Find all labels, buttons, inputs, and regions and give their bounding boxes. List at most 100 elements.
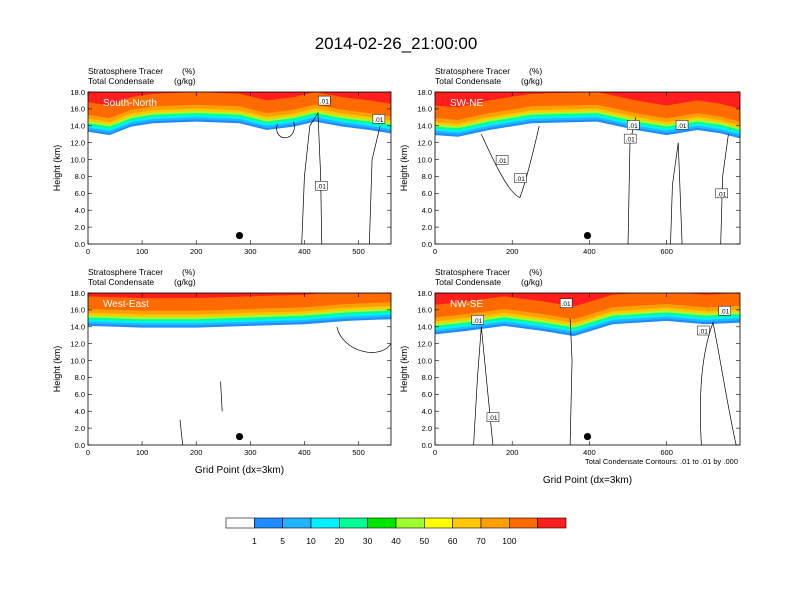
condensate-contour bbox=[481, 125, 540, 199]
contour-label-box bbox=[715, 188, 728, 199]
subtitle-condensate: Total Condensate bbox=[435, 76, 501, 86]
colorbar-label: 40 bbox=[391, 536, 401, 546]
y-tick-label: 8.0 bbox=[75, 172, 85, 181]
colorbar-swatch bbox=[339, 517, 368, 529]
x-tick-label: 0 bbox=[86, 448, 90, 457]
y-tick-label: 0.0 bbox=[422, 441, 432, 450]
panel-label: SW-NE bbox=[450, 98, 483, 109]
contour-label: .01 bbox=[516, 176, 525, 183]
contour-label: .01 bbox=[699, 329, 708, 336]
subtitle-tracer: Stratosphere Tracer bbox=[88, 267, 163, 277]
x-tick-label: 0 bbox=[433, 247, 437, 256]
condensate-contour bbox=[369, 125, 381, 244]
y-tick-label: 18.0 bbox=[70, 88, 85, 97]
colorbar-label: 10 bbox=[306, 536, 316, 546]
subtitle-tracer: Stratosphere Tracer bbox=[88, 66, 163, 76]
plot-area: .01 .01 .01 bbox=[88, 92, 391, 244]
condensate-contour bbox=[220, 381, 223, 412]
colorbar-swatch bbox=[225, 517, 255, 529]
colorbar-label: 30 bbox=[363, 536, 373, 546]
contour-note: Total Condensate Contours: .01 to .01 by… bbox=[585, 457, 738, 466]
y-tick-label: 4.0 bbox=[422, 206, 432, 215]
subtitle-condensate: Total Condensate bbox=[435, 277, 501, 287]
x-tick-label: 200 bbox=[506, 247, 519, 256]
y-tick-label: 14.0 bbox=[70, 323, 85, 332]
location-marker bbox=[235, 432, 244, 441]
location-marker bbox=[583, 231, 592, 240]
y-tick-label: 10.0 bbox=[417, 356, 432, 365]
y-axis-label: Height (km) bbox=[52, 346, 62, 393]
x-axis-label: Grid Point (dx=3km) bbox=[543, 475, 632, 486]
y-axis-label: Height (km) bbox=[399, 145, 409, 192]
contour-label-box bbox=[318, 95, 331, 106]
colorbar-label: 1 bbox=[252, 536, 257, 546]
y-tick-label: 16.0 bbox=[417, 306, 432, 315]
contour-label-box bbox=[627, 120, 640, 130]
colorbar-swatch bbox=[395, 517, 425, 529]
y-tick-label: 8.0 bbox=[422, 373, 432, 382]
contour-label: .01 bbox=[562, 301, 571, 308]
subtitle-condensate-unit: (g/kg) bbox=[174, 277, 196, 287]
tracer-band bbox=[88, 293, 391, 299]
contour-label-box bbox=[623, 133, 637, 144]
contour-label-box bbox=[471, 315, 484, 325]
condensate-contour bbox=[276, 121, 295, 138]
y-tick-label: 8.0 bbox=[75, 373, 85, 382]
contour-label: .01 bbox=[473, 318, 482, 325]
contour-label-box bbox=[697, 325, 710, 336]
y-tick-label: 4.0 bbox=[75, 407, 85, 416]
subtitle-condensate-unit: (g/kg) bbox=[521, 277, 543, 287]
contour-label: .01 bbox=[626, 137, 635, 144]
colorbar-label: 5 bbox=[280, 536, 285, 546]
condensate-contour bbox=[473, 326, 494, 445]
x-tick-label: 200 bbox=[190, 247, 203, 256]
subtitle-condensate-unit: (g/kg) bbox=[174, 76, 196, 86]
y-tick-label: 2.0 bbox=[75, 223, 85, 232]
x-tick-label: 0 bbox=[433, 448, 437, 457]
plot-area bbox=[88, 293, 391, 445]
y-tick-label: 2.0 bbox=[75, 424, 85, 433]
subtitle-condensate-unit: (g/kg) bbox=[521, 76, 543, 86]
colorbar: 1 5 10 20 30 40 50 60 70 100 bbox=[225, 517, 567, 546]
panel-sw-ne: .01 .01 .01 .01 .01 .01 SW-NE 0.0 2.0 4.0 6.0 8.0 10… bbox=[399, 66, 741, 256]
y-tick-label: 16.0 bbox=[417, 105, 432, 114]
x-tick-label: 500 bbox=[352, 247, 365, 256]
location-marker bbox=[235, 231, 244, 240]
y-tick-label: 10.0 bbox=[70, 356, 85, 365]
condensate-contour bbox=[336, 326, 391, 353]
y-tick-label: 10.0 bbox=[417, 155, 432, 164]
x-tick-label: 200 bbox=[506, 448, 519, 457]
y-tick-label: 12.0 bbox=[70, 339, 85, 348]
panel-label: South-North bbox=[103, 98, 157, 109]
colorbar-swatch bbox=[537, 517, 567, 529]
contour-label: .01 bbox=[629, 123, 638, 130]
condensate-contour bbox=[700, 321, 737, 445]
contour-label: .01 bbox=[498, 158, 507, 165]
y-tick-label: 2.0 bbox=[422, 223, 432, 232]
x-tick-label: 600 bbox=[660, 448, 673, 457]
y-tick-label: 12.0 bbox=[70, 138, 85, 147]
contour-label: .01 bbox=[488, 415, 497, 422]
y-tick-label: 0.0 bbox=[422, 240, 432, 249]
condensate-contour bbox=[179, 419, 184, 445]
colorbar-swatch bbox=[480, 517, 510, 529]
y-axis-label: Height (km) bbox=[399, 346, 409, 393]
x-tick-label: 400 bbox=[298, 448, 311, 457]
colorbar-label: 100 bbox=[502, 536, 516, 546]
x-tick-label: 100 bbox=[136, 247, 149, 256]
contour-label: .01 bbox=[720, 309, 729, 316]
panel-nw-se: .01 .01 .01 .01 .01 NW-SE 0.0 2.0 4.0 6.0 8.0 10.0 1… bbox=[399, 267, 741, 486]
y-tick-label: 14.0 bbox=[70, 122, 85, 131]
contour-label: .01 bbox=[717, 191, 726, 198]
condensate-contour bbox=[569, 318, 573, 445]
x-axis-label: Grid Point (dx=3km) bbox=[195, 465, 284, 476]
y-tick-label: 12.0 bbox=[417, 339, 432, 348]
y-tick-label: 14.0 bbox=[417, 323, 432, 332]
contour-label-box bbox=[372, 114, 386, 124]
y-tick-label: 6.0 bbox=[422, 390, 432, 399]
y-tick-label: 10.0 bbox=[70, 155, 85, 164]
panel-south-north: .01 .01 .01 South-North 0.0 2.0 4.0 6.0 8.0 10.0 1… bbox=[52, 66, 392, 256]
plot-area: .01 .01 .01 .01 .01 bbox=[435, 293, 740, 445]
subtitle-condensate: Total Condensate bbox=[88, 277, 154, 287]
